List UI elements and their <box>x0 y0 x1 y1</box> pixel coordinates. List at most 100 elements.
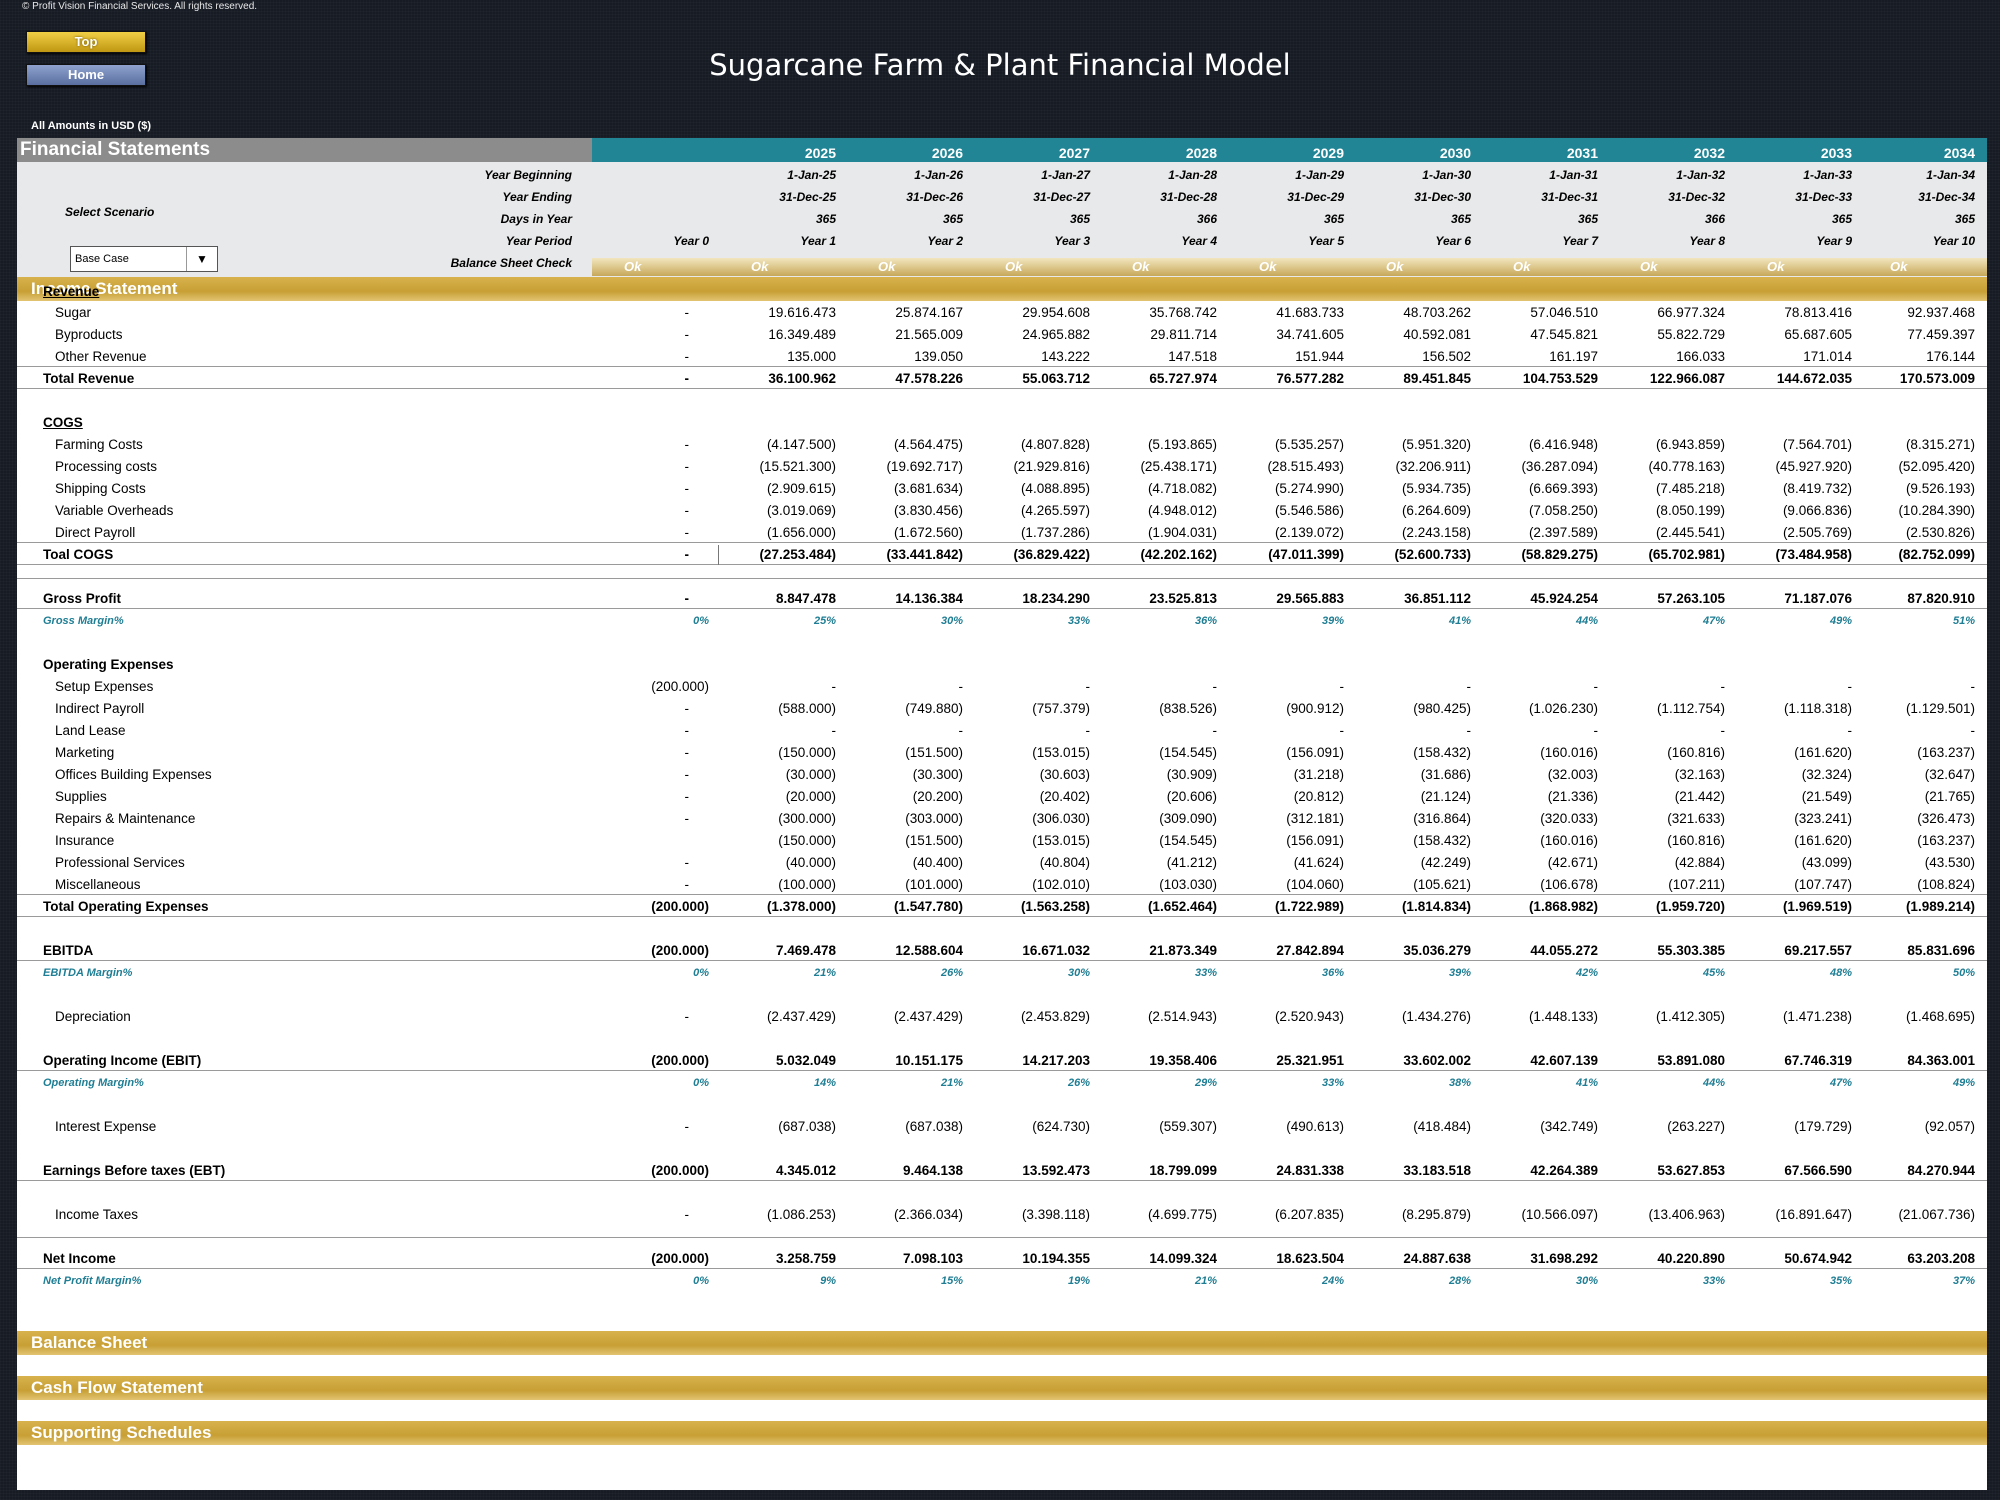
row-label: Setup Expenses <box>55 679 154 694</box>
home-button[interactable]: Home <box>26 64 146 86</box>
year-beginning-value: 1-Jan-25 <box>787 168 836 182</box>
row-value: - <box>1593 679 1599 694</box>
income-row-earnings-before-taxes-ebt: Earnings Before taxes (EBT) (200.000) 4.34… <box>17 1161 1987 1181</box>
income-row-gross-margin: Gross Margin% 0% 25% 30% 33% 36% 39% 41% 44% 47% 4… <box>17 611 1987 631</box>
income-row-farming-costs: Farming Costs - (4.147.500) (4.564.475) (4.8… <box>17 435 1987 455</box>
row-divider <box>17 894 1987 895</box>
section-balance-sheet[interactable]: Balance Sheet <box>17 1331 1987 1355</box>
row-value: (150.000) <box>778 745 836 760</box>
row-value: (1.026.230) <box>1528 701 1598 716</box>
income-row-interest-expense: Interest Expense - (687.038) (687.038) (624.… <box>17 1117 1987 1137</box>
row-value: (160.016) <box>1540 833 1598 848</box>
year-header-2026: 2026 <box>931 145 963 161</box>
row-value: 14.217.203 <box>1022 1053 1090 1068</box>
row-value: (4.948.012) <box>1147 503 1217 518</box>
row-value: (2.366.034) <box>893 1207 963 1222</box>
row-value: 40.592.081 <box>1403 327 1471 342</box>
row-label: Miscellaneous <box>55 877 141 892</box>
income-row-repairs-maintenance: Repairs & Maintenance - (300.000) (303.000)… <box>17 809 1987 829</box>
row-value: 87.820.910 <box>1907 591 1975 606</box>
row-value: 44.055.272 <box>1530 943 1598 958</box>
row-value: 84.270.944 <box>1907 1163 1975 1178</box>
dropdown-arrow-icon[interactable]: ▼ <box>186 247 217 271</box>
row-value: (27.253.484) <box>759 547 836 562</box>
row-label: Total Revenue <box>43 371 135 386</box>
section-cash-flow-statement[interactable]: Cash Flow Statement <box>17 1376 1987 1400</box>
row-value: 33% <box>1067 615 1090 627</box>
scenario-select[interactable]: Base Case ▼ <box>70 246 218 272</box>
balance-check-status: Ok <box>751 259 769 274</box>
row-value: (1.672.560) <box>893 525 963 540</box>
cell-cursor <box>718 545 719 565</box>
row-value: (1.112.754) <box>1656 701 1725 716</box>
income-statement-header[interactable]: Income Statement <box>17 277 1987 301</box>
days-in-year-value: 365 <box>1323 212 1344 226</box>
row-value: (32.003) <box>1547 767 1598 782</box>
year-ending-value: 31-Dec-32 <box>1668 190 1725 204</box>
row-value: 166.033 <box>1676 349 1725 364</box>
year-period-value: Year 7 <box>1562 234 1598 248</box>
row-value: - <box>1339 679 1345 694</box>
income-row-land-lease: Land Lease - - - - - - - - - - - <box>17 721 1987 741</box>
row-value: (309.090) <box>1159 811 1217 826</box>
row-value: 44% <box>1702 1077 1725 1089</box>
row-value: 84.363.001 <box>1907 1053 1975 1068</box>
year-ending-value: 31-Dec-25 <box>779 190 836 204</box>
row-label: Operating Margin% <box>43 1077 144 1089</box>
balance-check-status: Ok <box>1132 259 1150 274</box>
balance-check-status: Ok <box>1259 259 1277 274</box>
row-value: (2.445.541) <box>1655 525 1725 540</box>
income-row-cogs: COGS <box>17 413 1987 433</box>
row-value: 161.197 <box>1549 349 1598 364</box>
row-value: 26% <box>940 967 963 979</box>
row-value: (3.019.069) <box>766 503 836 518</box>
page-title: Sugarcane Farm & Plant Financial Model <box>709 48 1291 82</box>
days-in-year-value: 365 <box>815 212 836 226</box>
row-value: 7.469.478 <box>775 943 836 958</box>
row-value: (1.904.031) <box>1147 525 1217 540</box>
financial-statements-sheet: Financial Statements Select Scenario Bas… <box>17 138 1987 1490</box>
row-value: 14.136.384 <box>895 591 963 606</box>
row-value: (28.515.493) <box>1267 459 1344 474</box>
row-value: (13.406.963) <box>1648 1207 1725 1222</box>
row-value: 42% <box>1575 967 1598 979</box>
balance-check-status: Ok <box>624 259 642 274</box>
row-value: (5.274.990) <box>1274 481 1344 496</box>
row-value: (200.000) <box>651 679 709 694</box>
row-value: 30% <box>940 615 963 627</box>
row-value: (42.202.162) <box>1140 547 1217 562</box>
year-header-2025: 2025 <box>804 145 836 161</box>
section-supporting-schedules[interactable]: Supporting Schedules <box>17 1421 1987 1445</box>
row-value: (40.000) <box>785 855 836 870</box>
row-divider <box>17 542 1987 543</box>
row-divider <box>17 608 1987 609</box>
row-value: 41.683.733 <box>1276 305 1344 320</box>
row-value: 144.672.035 <box>1776 371 1852 386</box>
year-ending-value: 31-Dec-29 <box>1287 190 1344 204</box>
row-value: (154.545) <box>1159 833 1217 848</box>
row-value: (21.124) <box>1420 789 1471 804</box>
row-value: (1.448.133) <box>1528 1009 1598 1024</box>
row-value: (41.624) <box>1293 855 1344 870</box>
row-value: - <box>684 1009 690 1024</box>
year-period-value: Year 2 <box>927 234 963 248</box>
row-value: 77.459.397 <box>1907 327 1975 342</box>
row-label: Income Taxes <box>55 1207 139 1222</box>
row-value: 170.573.009 <box>1899 371 1975 386</box>
row-label: Revenue <box>43 284 100 299</box>
amounts-note: All Amounts in USD ($) <box>31 120 151 132</box>
row-value: (1.434.276) <box>1401 1009 1471 1024</box>
row-label: Repairs & Maintenance <box>55 811 196 826</box>
row-value: - <box>684 349 690 364</box>
top-button[interactable]: Top <box>26 31 146 53</box>
row-value: 66.977.324 <box>1657 305 1725 320</box>
row-value: 171.014 <box>1803 349 1852 364</box>
row-divider <box>17 388 1987 389</box>
row-value: (20.812) <box>1293 789 1344 804</box>
row-value: (4.564.475) <box>893 437 963 452</box>
row-label: EBITDA <box>43 943 94 958</box>
income-row-net-profit-margin: Net Profit Margin% 0% 9% 15% 19% 21% 24% 28% 30%… <box>17 1271 1987 1291</box>
row-value: (21.067.736) <box>1898 1207 1975 1222</box>
row-value: (2.437.429) <box>893 1009 963 1024</box>
year-header-2029: 2029 <box>1312 145 1344 161</box>
